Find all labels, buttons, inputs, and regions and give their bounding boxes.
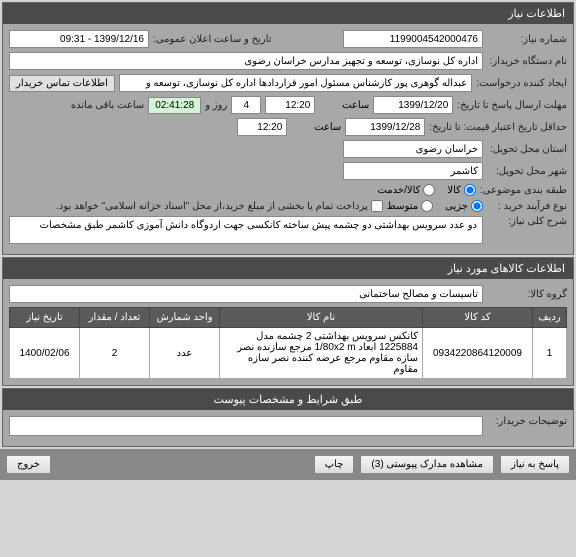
attach-body: توضیحات خریدار: — [3, 410, 573, 446]
group-label: گروه کالا: — [487, 289, 567, 300]
items-panel-title: اطلاعات کالاهای مورد نیاز — [3, 258, 573, 279]
delivery-state: خراسان رضوی — [343, 140, 483, 158]
table-header-row: ردیف کد کالا نام کالا واحد شمارش تعداد /… — [10, 308, 567, 328]
attachments-button[interactable]: مشاهده مدارک پیوستی (3) — [360, 455, 494, 474]
days-box: 4 — [231, 96, 261, 114]
attach-title: طبق شرایط و مشخصات پیوست — [3, 389, 573, 410]
desc-label: شرح کلی نیاز: — [487, 216, 567, 227]
process-radio-1[interactable] — [471, 200, 483, 212]
delivery-city: کاشمر — [343, 162, 483, 180]
panel-title: اطلاعات نیاز — [3, 3, 573, 24]
table-row[interactable]: 1 0934220864120009 کانکس سرویس بهداشتی 2… — [10, 328, 567, 379]
desc-field: دو عدد سرویس بهداشتی دو چشمه پیش ساخته ک… — [9, 216, 483, 244]
cell-date: 1400/02/06 — [10, 328, 80, 379]
items-panel-body: گروه کالا: تاسیسات و مصالح ساختمانی ردیف… — [3, 279, 573, 385]
exit-button[interactable]: خروج — [6, 455, 51, 474]
process-opt1[interactable]: جزیی — [445, 200, 483, 212]
budget-radio-1[interactable] — [464, 184, 476, 196]
cell-code: 0934220864120009 — [423, 328, 533, 379]
credit-date: 1399/12/28 — [345, 118, 425, 136]
deadline-time: 12:20 — [265, 96, 315, 114]
cell-name: کانکس سرویس بهداشتی 2 چشمه مدل 1225884 ا… — [220, 328, 423, 379]
process-note-check[interactable]: پرداخت تمام یا بخشی از مبلغ خرید،از محل … — [56, 200, 383, 212]
buyer-org-label: نام دستگاه خریدار: — [487, 56, 567, 67]
cell-unit: عدد — [150, 328, 220, 379]
buyer-notes-field — [9, 416, 483, 436]
panel-body: شماره نیاز: 1199004542000476 تاریخ و ساع… — [3, 24, 573, 254]
delivery-city-label: شهر محل تحویل: — [487, 166, 567, 177]
remain-text: ساعت باقی مانده — [71, 100, 144, 111]
cell-idx: 1 — [533, 328, 567, 379]
cell-qty: 2 — [80, 328, 150, 379]
process-label: نوع فرآیند خرید : — [487, 201, 567, 212]
group-field: تاسیسات و مصالح ساختمانی — [9, 285, 483, 303]
items-panel: اطلاعات کالاهای مورد نیاز گروه کالا: تاس… — [2, 257, 574, 386]
attach-panel: طبق شرایط و مشخصات پیوست توضیحات خریدار: — [2, 388, 574, 447]
time-label-1: ساعت — [319, 100, 369, 111]
process-opt2[interactable]: متوسط — [387, 200, 433, 212]
main-panel: اطلاعات نیاز شماره نیاز: 119900454200047… — [2, 2, 574, 255]
creator-field: عبداله گوهری پور کارشناس مسئول امور قرار… — [119, 74, 472, 92]
deadline-date: 1399/12/20 — [373, 96, 453, 114]
creator-label: ایجاد کننده درخواست: — [476, 78, 567, 89]
contact-button[interactable]: اطلاعات تماس خریدار — [9, 75, 115, 92]
col-qty: تعداد / مقدار — [80, 308, 150, 328]
announce-field: 1399/12/16 - 09:31 — [9, 30, 149, 48]
delivery-state-label: استان محل تحویل: — [487, 144, 567, 155]
need-no-field: 1199004542000476 — [343, 30, 483, 48]
budget-label: طبقه بندی موضوعی: — [480, 185, 567, 196]
budget-radio-2[interactable] — [423, 184, 435, 196]
process-radio-2[interactable] — [421, 200, 433, 212]
col-unit: واحد شمارش — [150, 308, 220, 328]
print-button[interactable]: چاپ — [314, 455, 355, 474]
col-name: نام کالا — [220, 308, 423, 328]
credit-time: 12:20 — [237, 118, 287, 136]
days-text: روز و — [205, 100, 227, 111]
buyer-org-field: اداره کل نوسازی، توسعه و تجهیز مدارس خرا… — [9, 52, 483, 70]
budget-opt1[interactable]: کالا — [447, 184, 476, 196]
announce-label: تاریخ و ساعت اعلان عمومی: — [153, 34, 339, 45]
countdown: 02:41:28 — [148, 97, 201, 114]
buyer-notes-label: توضیحات خریدار: — [487, 416, 567, 427]
col-code: کد کالا — [423, 308, 533, 328]
budget-radio-group: کالا کالا/خدمت — [377, 184, 475, 196]
col-idx: ردیف — [533, 308, 567, 328]
footer-bar: پاسخ به نیاز مشاهده مدارک پیوستی (3) چاپ… — [0, 449, 576, 480]
budget-opt2[interactable]: کالا/خدمت — [377, 184, 435, 196]
credit-label: حداقل تاریخ اعتبار قیمت: تا تاریخ: — [429, 122, 567, 133]
need-no-label: شماره نیاز: — [487, 34, 567, 45]
reply-button[interactable]: پاسخ به نیاز — [500, 455, 570, 474]
col-date: تاریخ نیاز — [10, 308, 80, 328]
process-checkbox[interactable] — [371, 200, 383, 212]
deadline-label: مهلت ارسال پاسخ تا تاریخ: — [457, 100, 567, 111]
items-table: ردیف کد کالا نام کالا واحد شمارش تعداد /… — [9, 307, 567, 379]
process-radio-group: جزیی متوسط — [387, 200, 483, 212]
time-label-2: ساعت — [291, 122, 341, 133]
